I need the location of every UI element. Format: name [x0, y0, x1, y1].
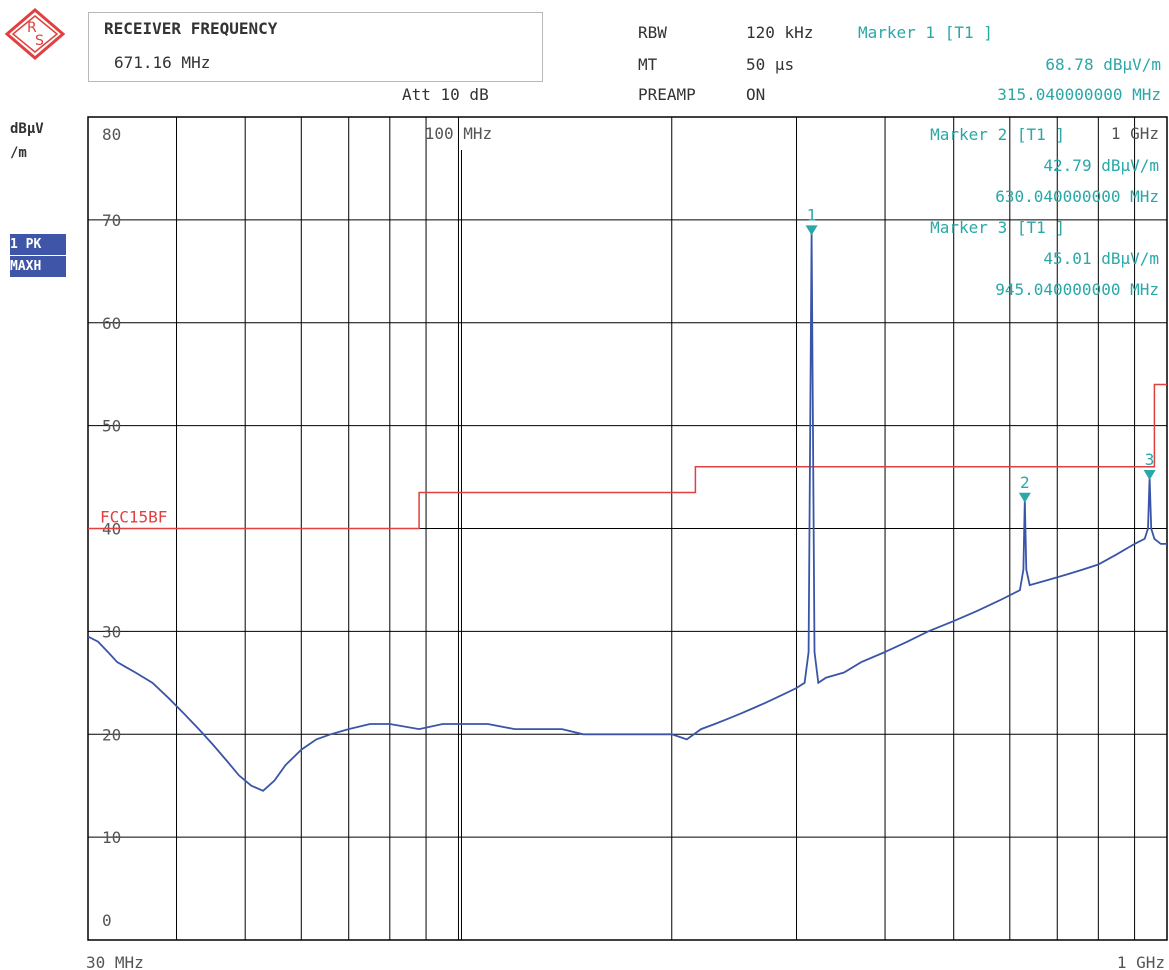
y-unit-line2: /m: [10, 145, 27, 161]
attenuation-label: Att 10 dB: [402, 85, 489, 104]
y-tick-label: 50: [102, 417, 121, 436]
mt-value: 50 µs: [746, 55, 795, 74]
marker-2-freq: 630.040000000 MHz: [995, 187, 1159, 206]
receiver-value: 671.16 MHz: [114, 53, 211, 72]
x-inner-label-1ghz: 1 GHz: [1111, 124, 1159, 143]
marker-3-freq: 945.040000000 MHz: [995, 280, 1159, 299]
receiver-frequency-box: [88, 12, 543, 82]
marker-1-triangle: [805, 225, 818, 236]
y-tick-label: 0: [102, 911, 112, 930]
y-tick-label: 70: [102, 211, 121, 230]
y-tick-label: 20: [102, 725, 121, 744]
x-inner-label-100mhz: 100 MHz: [425, 124, 492, 143]
x-end-label: 1 GHz: [1117, 953, 1165, 970]
marker-3-triangle: [1143, 469, 1156, 480]
marker1-title: Marker 1 [T1 ]: [858, 23, 993, 42]
marker-2-label: 2: [1020, 473, 1030, 492]
marker-3-level: 45.01 dBµV/m: [1043, 249, 1159, 268]
marker-2-title: Marker 2 [T1 ]: [930, 125, 1065, 144]
x-start-label: 30 MHz: [86, 953, 144, 970]
svg-text:R: R: [27, 20, 37, 36]
preamp-label: PREAMP: [638, 85, 696, 104]
trace-detector-badge: 1 PK: [10, 234, 66, 255]
marker-1-label: 1: [807, 205, 817, 224]
y-tick-label: 80: [102, 125, 121, 144]
rohde-schwarz-logo-icon: R S: [5, 8, 65, 60]
marker-3-label: 3: [1145, 450, 1155, 469]
marker-2-level: 42.79 dBµV/m: [1043, 156, 1159, 175]
trace-mode-badge: MAXH: [10, 256, 66, 277]
limit-line-fcc15bf: [88, 383, 1167, 530]
y-unit-line1: dBµV: [10, 121, 44, 137]
preamp-value: ON: [746, 85, 766, 104]
y-tick-label: 10: [102, 828, 121, 847]
mt-label: MT: [638, 55, 658, 74]
limit-line-label: FCC15BF: [100, 508, 167, 527]
rbw-label: RBW: [638, 23, 667, 42]
marker1-freq: 315.040000000 MHz: [997, 85, 1161, 104]
marker-3-title: Marker 3 [T1 ]: [930, 218, 1065, 237]
marker-2-triangle: [1018, 492, 1031, 503]
trace-line: [87, 232, 1167, 792]
svg-text:S: S: [35, 33, 44, 49]
y-tick-label: 60: [102, 314, 121, 333]
y-tick-label: 30: [102, 622, 121, 641]
receiver-title: RECEIVER FREQUENCY: [104, 19, 278, 38]
marker1-level: 68.78 dBµV/m: [1045, 55, 1161, 74]
rbw-value: 120 kHz: [746, 23, 814, 42]
